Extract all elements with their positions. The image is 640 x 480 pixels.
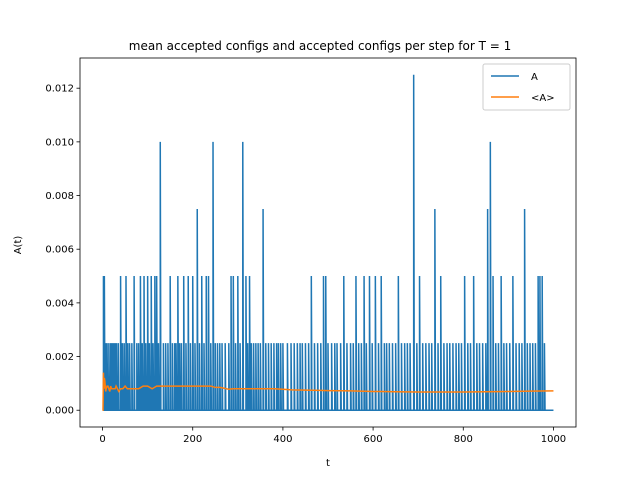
legend-label-a: A [531, 72, 538, 83]
y-axis-label: A(t) [13, 236, 24, 255]
series-a-line [102, 74, 554, 411]
legend-frame [482, 63, 571, 111]
x-tick-label: 600 [364, 434, 383, 445]
chart-title: mean accepted configs and accepted confi… [129, 39, 511, 53]
axes-frame [79, 57, 577, 428]
x-tick-label: 800 [454, 434, 473, 445]
x-tick-label: 1000 [541, 434, 566, 445]
y-tick-label: 0.000 [45, 406, 74, 417]
plot-area [102, 74, 554, 411]
legend: A <A> [482, 63, 571, 111]
x-axis-label: t [326, 458, 330, 469]
y-tick-label: 0.004 [45, 298, 74, 309]
y-tick-label: 0.006 [45, 245, 74, 256]
y-tick-label: 0.010 [45, 137, 74, 148]
series-mean-a-line [102, 372, 554, 411]
x-tick-label: 0 [99, 434, 105, 445]
y-tick-label: 0.008 [45, 191, 74, 202]
x-tick-label: 200 [183, 434, 202, 445]
axes: 0 200 400 600 800 1000 0.000 0.002 0.004 0.006 0.0… [45, 57, 577, 445]
y-tick-label: 0.012 [45, 84, 74, 95]
legend-label-mean-a: <A> [531, 93, 555, 104]
y-tick-label: 0.002 [45, 352, 74, 363]
x-tick-label: 400 [273, 434, 292, 445]
